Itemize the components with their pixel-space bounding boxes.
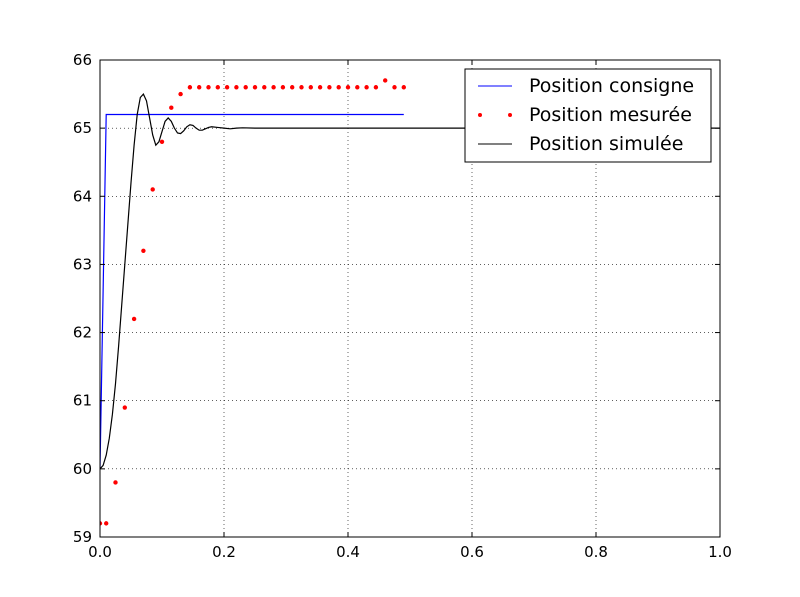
data-point-1 xyxy=(327,85,332,90)
data-point-1 xyxy=(317,85,323,90)
y-tick-label: 66 xyxy=(73,51,92,69)
x-tick-label: 0.0 xyxy=(88,543,112,561)
y-tick-label: 61 xyxy=(73,392,92,410)
data-point-1 xyxy=(224,85,230,90)
series-layer xyxy=(100,78,720,526)
data-point-1 xyxy=(159,139,165,144)
legend-label-consigne: Position consigne xyxy=(529,75,694,97)
legend-box xyxy=(464,68,712,163)
x-tick-label: 0.4 xyxy=(336,543,360,561)
data-point-1 xyxy=(271,85,276,90)
x-tick-label: 0.6 xyxy=(460,543,484,561)
x-tick-label: 0.2 xyxy=(212,543,236,561)
data-point-1 xyxy=(197,85,202,90)
legend-swatch-mesuree-1 xyxy=(478,113,482,117)
y-tick-label: 60 xyxy=(73,460,92,478)
legend-swatch-mesuree-2 xyxy=(508,113,512,117)
y-tick-label: 62 xyxy=(73,324,92,342)
legend-label-mesuree: Position mesurée xyxy=(529,104,692,126)
y-tick-label: 64 xyxy=(73,187,92,205)
data-point-1 xyxy=(104,521,109,526)
y-tick-label: 63 xyxy=(73,255,92,273)
data-point-1 xyxy=(113,480,118,485)
x-tick-label: 0.8 xyxy=(584,543,608,561)
y-tick-label: 59 xyxy=(73,528,92,546)
data-point-1 xyxy=(336,85,341,90)
data-point-1 xyxy=(131,316,137,322)
data-point-1 xyxy=(141,248,146,253)
legend: Position consigne Position mesurée Posit… xyxy=(464,68,712,163)
data-point-1 xyxy=(364,85,369,90)
data-point-1 xyxy=(401,85,406,90)
axis-ticks: 0.0 0.2 0.4 0.6 0.8 1.0 59 60 61 62 63 64 65 66 xyxy=(73,51,732,561)
legend-label-simulee: Position simulée xyxy=(529,133,683,155)
data-point-1 xyxy=(150,187,155,192)
data-point-1 xyxy=(308,85,313,90)
data-point-1 xyxy=(290,85,295,90)
data-point-1 xyxy=(234,85,239,90)
data-point-1 xyxy=(299,85,304,90)
y-tick-label: 65 xyxy=(73,119,92,137)
data-point-1 xyxy=(373,85,379,90)
data-point-1 xyxy=(355,85,360,90)
data-point-1 xyxy=(252,85,258,90)
data-point-1 xyxy=(215,85,220,90)
x-tick-label: 1.0 xyxy=(708,543,732,561)
data-point-1 xyxy=(100,521,103,526)
data-point-1 xyxy=(122,405,128,410)
data-point-1 xyxy=(169,105,174,110)
data-point-1 xyxy=(243,85,248,90)
data-point-1 xyxy=(178,91,183,97)
data-point-1 xyxy=(392,85,397,90)
series-line-0 xyxy=(100,113,404,469)
data-point-1 xyxy=(280,85,286,90)
data-point-1 xyxy=(206,85,211,90)
data-point-1 xyxy=(262,85,267,90)
plot-frame xyxy=(99,59,721,538)
series-line-2 xyxy=(100,92,720,470)
data-point-1 xyxy=(187,85,193,90)
data-point-1 xyxy=(383,78,388,83)
data-point-1 xyxy=(345,85,351,90)
